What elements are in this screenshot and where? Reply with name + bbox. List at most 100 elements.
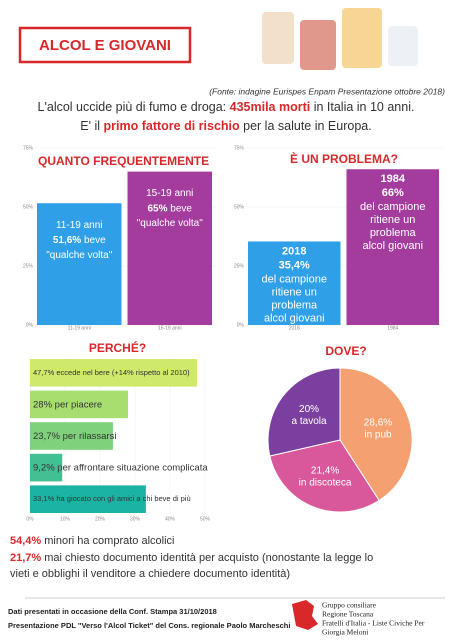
bar-note: del campione <box>360 201 425 213</box>
logo-text: Regione Toscana <box>322 610 374 619</box>
title-box <box>18 26 192 64</box>
value-label: 35,4% <box>279 259 310 271</box>
y-tick-label: 0% <box>26 322 34 328</box>
text-part: L'alcol uccide più di fumo e droga: <box>38 100 230 114</box>
text-part: 435mila morti <box>230 100 311 114</box>
text-part: mai chiesto documento identità per acqui… <box>41 552 373 564</box>
value-label: 20% <box>299 404 319 415</box>
value-label: 21,4% <box>311 465 339 476</box>
x-tick-label: 30% <box>130 516 141 522</box>
text-part: 21,7% <box>10 552 41 564</box>
bar-value-line: 51,6% beve <box>53 235 106 246</box>
value-suffix: beve <box>170 203 192 214</box>
value-label: 28,6% <box>364 417 392 428</box>
value-label: 65% <box>148 203 168 214</box>
bar-label: 9,2% per affrontare situazione complicat… <box>33 462 208 473</box>
bar-note: ritiene un <box>272 286 317 298</box>
bar <box>37 203 122 325</box>
bar-category: ha giocato con gli amici a chi beve di p… <box>56 494 190 503</box>
x-tick-label: 15-19 anni <box>158 325 182 331</box>
bar-category: 15-19 anni <box>146 188 193 199</box>
bar-note: problema <box>370 227 417 239</box>
bar <box>248 241 341 325</box>
y-tick-label: 25% <box>234 263 245 269</box>
glasses-decoration <box>262 8 418 70</box>
bar-note: alcol giovani <box>264 312 325 324</box>
x-tick-label: 0% <box>26 516 34 522</box>
footer-line: Presentazione PDL "Verso l'Alcol Ticket"… <box>8 621 290 630</box>
slice-label: in pub <box>364 429 392 440</box>
bar <box>30 359 197 387</box>
logo-text: Fratelli d'Italia - Liste Civiche Per <box>322 619 425 628</box>
chart-title: DOVE? <box>325 344 366 358</box>
chart-title: QUANTO FREQUENTEMENTE <box>38 154 209 168</box>
intro-line: E' il primo fattore di rischio per la sa… <box>80 119 371 133</box>
x-tick-label: 1984 <box>387 325 398 331</box>
bar <box>127 171 212 325</box>
bar-label: 23,7% per rilassarsi <box>33 431 116 442</box>
value-label: 28% <box>33 399 53 410</box>
stat-line: vieti e obblighi il venditore a chiedere… <box>10 568 290 580</box>
intro-line: L'alcol uccide più di fumo e droga: 435m… <box>38 100 415 114</box>
bar-category: 1984 <box>381 173 406 185</box>
bar-category: 2018 <box>282 245 306 257</box>
pie-slice <box>267 367 341 457</box>
value-suffix: beve <box>84 235 106 246</box>
x-tick-label: 2018 <box>289 325 300 331</box>
bar-label: 33,1% ha giocato con gli amici a chi bev… <box>33 494 191 503</box>
bar-note: ritiene un <box>370 214 415 226</box>
bar-category: per piacere <box>55 399 103 410</box>
bar <box>346 169 439 325</box>
value-label: 66% <box>382 187 404 199</box>
x-tick-label: 50% <box>200 516 211 522</box>
bar-category: eccede nel bere (+14% rispetto al 2010) <box>56 368 190 377</box>
bar-note: "qualche volta" <box>46 250 112 261</box>
text-part: E' il <box>80 119 103 133</box>
value-label: 9,2% <box>33 462 55 473</box>
source: (Fonte: indagine Eurispes Enpam Presenta… <box>209 86 445 96</box>
bar-note: alcol giovani <box>362 240 423 252</box>
y-tick-label: 75% <box>234 145 245 151</box>
bar-category: per rilassarsi <box>63 431 117 442</box>
bar-category: 11-19 anni <box>56 220 103 231</box>
bar-value-line: 65% beve <box>148 203 193 214</box>
y-tick-label: 25% <box>23 263 34 269</box>
y-tick-label: 0% <box>237 322 245 328</box>
logo-shape <box>292 600 318 630</box>
slice-label: a tavola <box>292 416 327 427</box>
x-tick-label: 11-19 anni <box>68 325 91 331</box>
pie-slice <box>269 439 380 513</box>
logo-text: Giorgia Meloni <box>322 628 368 637</box>
slice-label: in discoteca <box>299 477 352 488</box>
footer-line: Dati presentati in occasione della Conf.… <box>8 607 217 616</box>
stat-line: 54,4% minori ha comprato alcolici <box>10 535 174 547</box>
logo-text: Gruppo consiliare <box>322 601 377 610</box>
bar-note: "qualche volta" <box>137 218 203 229</box>
bar <box>30 485 146 513</box>
bar-category: per affrontare situazione complicata <box>57 462 208 473</box>
x-tick-label: 10% <box>60 516 71 522</box>
bar <box>30 390 128 419</box>
bar-label: 47,7% eccede nel bere (+14% rispetto al … <box>33 368 190 377</box>
text-part: primo fattore di rischio <box>104 119 240 133</box>
stat-line: 21,7% mai chiesto documento identità per… <box>10 552 373 564</box>
y-tick-label: 75% <box>23 145 34 151</box>
x-tick-label: 20% <box>95 516 106 522</box>
chart-title: È UN PROBLEMA? <box>290 151 398 166</box>
value-label: 23,7% <box>33 431 60 442</box>
y-tick-label: 50% <box>23 204 34 210</box>
bar-note: problema <box>271 299 318 311</box>
bar-label: 28% per piacere <box>33 399 102 410</box>
x-tick-label: 40% <box>165 516 176 522</box>
bar <box>30 422 113 450</box>
bar <box>30 453 63 482</box>
chart-title: PERCHÉ? <box>89 340 146 355</box>
text-part: per la salute in Europa. <box>240 119 372 133</box>
text-part: in Italia in 10 anni. <box>310 100 414 114</box>
text-part: 54,4% <box>10 535 41 547</box>
text-part: minori ha comprato alcolici <box>41 535 174 547</box>
value-label: 51,6% <box>53 235 81 246</box>
value-label: 33,1% <box>33 494 55 503</box>
bar-note: del campione <box>262 273 327 285</box>
